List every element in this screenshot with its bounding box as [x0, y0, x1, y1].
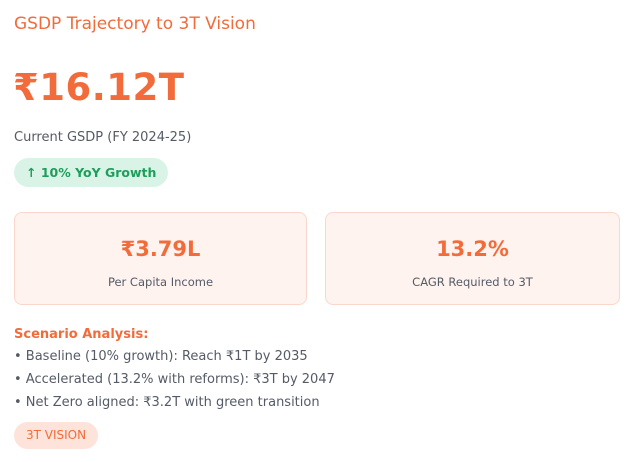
scenario-item: • Accelerated (13.2% with reforms): ₹3T …	[14, 372, 335, 387]
stat-value: ₹3.79L	[120, 237, 201, 261]
vision-tag: 3T VISION	[14, 422, 99, 449]
scenario-item: • Baseline (10% growth): Reach ₹1T by 20…	[14, 349, 308, 364]
scenario-item: • Net Zero aligned: ₹3.2T with green tra…	[14, 395, 320, 410]
stat-card: ₹3.79L Per Capita Income	[14, 212, 307, 305]
growth-badge: ↑ 10% YoY Growth	[14, 158, 169, 187]
stat-card: 13.2% CAGR Required to 3T	[325, 212, 620, 305]
card-title: GSDP Trajectory to 3T Vision	[14, 14, 256, 34]
stat-value: 13.2%	[436, 237, 509, 261]
headline-value: ₹16.12T	[13, 66, 185, 109]
section-title: Scenario Analysis:	[14, 327, 149, 342]
stat-label: CAGR Required to 3T	[412, 275, 533, 289]
stat-label: Per Capita Income	[107, 275, 214, 289]
headline-label: Current GSDP (FY 2024-25)	[14, 130, 192, 145]
